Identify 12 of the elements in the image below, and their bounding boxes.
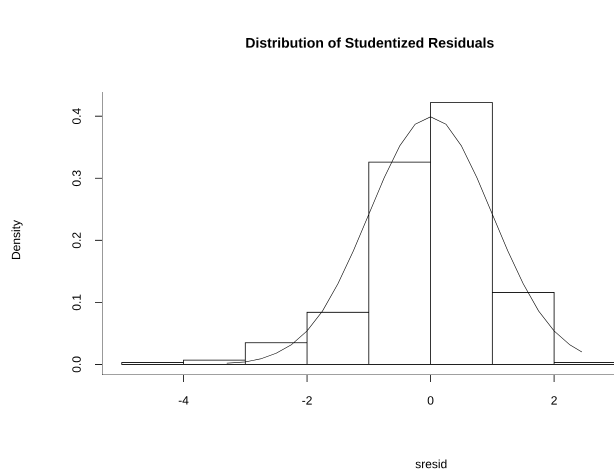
x-tick-label: 0 bbox=[428, 396, 434, 405]
x-axis-title: sresid bbox=[416, 459, 446, 468]
x-tick-label: -4 bbox=[178, 396, 189, 404]
y-axis-title: Density bbox=[11, 220, 23, 260]
y-tick-label: 0.2 bbox=[72, 232, 81, 248]
x-tick-label: 2 bbox=[551, 396, 557, 405]
x-tick-label: -2 bbox=[302, 396, 312, 405]
y-tick-label: 0.0 bbox=[72, 356, 81, 372]
y-tick-label: 0.4 bbox=[72, 108, 81, 124]
chart-title: Distribution of Studentized Residuals bbox=[246, 38, 494, 48]
y-tick-label: 0.1 bbox=[72, 294, 81, 310]
y-tick-label: 0.3 bbox=[72, 170, 81, 186]
